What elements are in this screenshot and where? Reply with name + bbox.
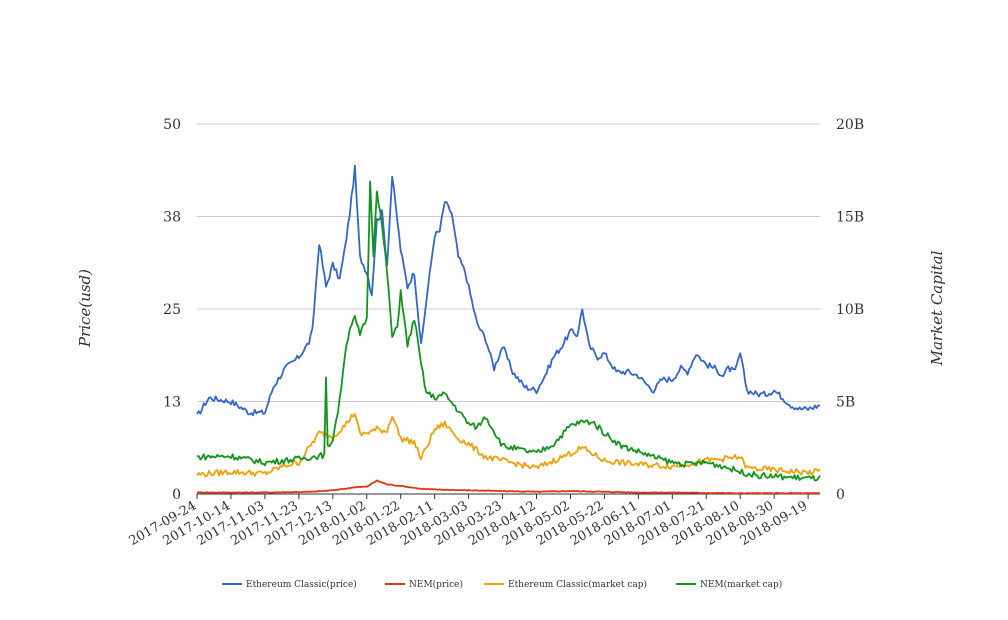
series-line-nem-market-cap <box>196 180 821 482</box>
legend-label: NEM(market cap) <box>700 579 782 590</box>
y-tick-label-right: 10B <box>836 302 864 318</box>
legend-label: NEM(price) <box>409 579 463 590</box>
legend-label: Ethereum Classic(market cap) <box>508 579 647 590</box>
y-tick-label-right: 15B <box>836 210 864 226</box>
y-tick-label-right: 20B <box>836 117 864 133</box>
series-line-nem-price <box>196 479 820 495</box>
y-tick-label-left: 0 <box>172 487 181 503</box>
y-tick-label-right: 0 <box>836 487 845 503</box>
y-tick-label-left: 13 <box>163 395 181 411</box>
series-lines <box>196 164 821 495</box>
series-line-ethereum-classic-market-cap <box>196 413 821 478</box>
series-line-ethereum-classic-price <box>196 164 821 417</box>
y-tick-label-left: 50 <box>163 117 181 133</box>
y-axis-title-left: Price(usd) <box>76 269 94 348</box>
y-tick-label-left: 38 <box>163 210 181 226</box>
y-tick-label-right: 5B <box>836 395 855 411</box>
y-tick-label-left: 25 <box>163 302 181 318</box>
gridlines <box>197 123 820 495</box>
legend-label: Ethereum Classic(price) <box>246 579 357 590</box>
y-axis-title-right: Market Capital <box>928 250 946 366</box>
legend: Ethereum Classic(price) NEM(price) Ethereu… <box>222 579 782 590</box>
